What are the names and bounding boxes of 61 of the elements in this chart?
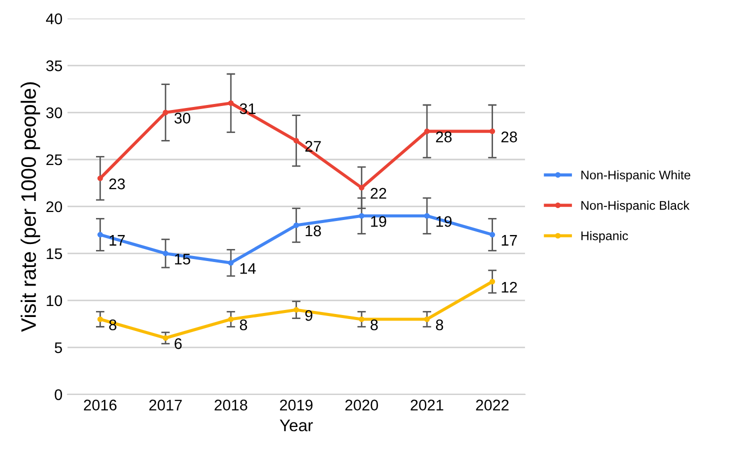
point: [293, 138, 300, 144]
x-tick-label: 2019: [280, 400, 313, 410]
point: [293, 307, 300, 313]
data-label: 28: [501, 132, 517, 142]
y-tick-label: 10: [46, 295, 62, 306]
data-label: 12: [502, 282, 517, 293]
x-tick-label: 2021: [410, 400, 444, 410]
data-label: 19: [436, 216, 452, 227]
point: [97, 316, 103, 322]
point: [293, 222, 300, 228]
data-label: 15: [175, 254, 190, 265]
point: [424, 213, 430, 219]
point: [228, 316, 234, 322]
data-label: 8: [436, 319, 444, 330]
data-label: 27: [305, 140, 321, 152]
point: [162, 335, 168, 341]
data-label: 28: [436, 132, 452, 142]
data-label: 8: [240, 319, 248, 330]
point: [228, 100, 234, 106]
x-tick-label: 2018: [214, 400, 248, 410]
y-tick-label: 40: [46, 13, 62, 24]
x-tick-label: 2016: [84, 400, 116, 410]
point: [358, 213, 364, 219]
y-tick-label: 5: [54, 342, 62, 354]
point: [358, 184, 364, 190]
y-tick-label: 20: [46, 201, 62, 212]
legend-label: Hispanic: [581, 231, 628, 243]
y-tick-label: 0: [54, 389, 62, 400]
x-tick-label: 2022: [476, 400, 509, 410]
data-label: 22: [370, 188, 386, 199]
data-label: 9: [305, 310, 312, 321]
point: [424, 128, 430, 134]
x-tick-label: 2017: [149, 400, 182, 410]
x-tick-label: 2020: [345, 400, 378, 410]
data-label: 6: [174, 338, 182, 350]
point: [162, 110, 168, 116]
data-label: 14: [240, 263, 256, 274]
y-tick-label: 35: [46, 60, 62, 72]
data-label: 23: [109, 178, 125, 190]
point: [228, 260, 234, 266]
point: [358, 316, 364, 322]
x-axis-title: Year: [280, 420, 313, 432]
point: [97, 176, 103, 182]
point: [490, 128, 496, 134]
y-axis-title: Visit rate (per 1000 people): [20, 82, 40, 332]
legend-label: Non-Hispanic White: [581, 170, 690, 182]
y-tick-label: 15: [46, 248, 62, 260]
point: [490, 232, 496, 238]
data-label: 18: [306, 226, 321, 236]
legend-label: Non-Hispanic Black: [581, 200, 690, 212]
y-tick-label: 25: [46, 154, 62, 166]
y-tick-label: 30: [46, 107, 62, 118]
point: [162, 250, 168, 256]
point: [424, 316, 430, 322]
data-label: 17: [110, 235, 125, 246]
data-label: 8: [370, 319, 378, 330]
data-label: 17: [502, 235, 517, 246]
data-label: 30: [174, 112, 190, 124]
point: [490, 278, 496, 284]
point: [97, 232, 103, 238]
data-label: 19: [371, 216, 386, 227]
